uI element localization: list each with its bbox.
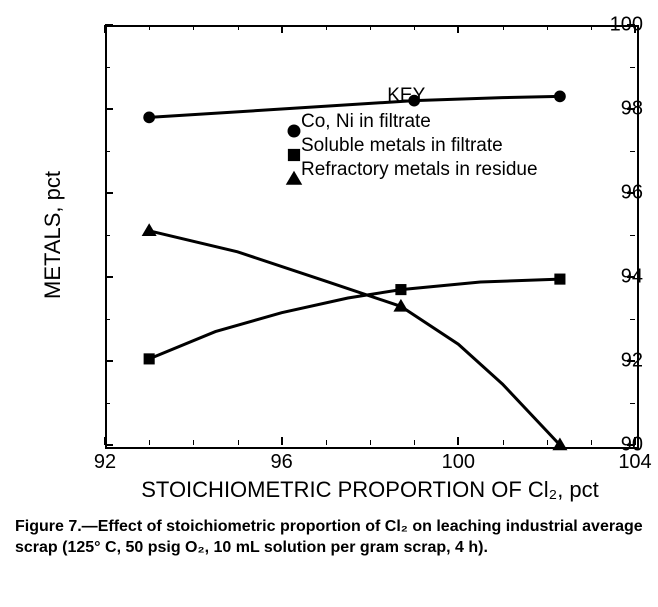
xtick-label: 92: [94, 451, 116, 474]
xtick-label: 104: [618, 451, 651, 474]
legend-label: Refractory metals in residue: [301, 159, 538, 181]
x-axis-label: STOICHIOMETRIC PROPORTION OF Cl₂, pct: [141, 477, 599, 503]
series-marker: [554, 274, 565, 285]
series-marker: [143, 112, 155, 124]
series-marker: [395, 284, 406, 295]
legend-label: Soluble metals in filtrate: [301, 135, 503, 157]
legend-title: KEY: [275, 85, 538, 107]
plot-svg: [15, 15, 655, 465]
caption-text: Effect of stoichiometric proportion of C…: [15, 518, 643, 556]
legend-label: Co, Ni in filtrate: [301, 111, 431, 133]
xtick-label: 100: [442, 451, 475, 474]
legend-item: Co, Ni in filtrate: [275, 111, 538, 133]
legend-item: Soluble metals in filtrate: [275, 135, 538, 157]
figure-caption: Figure 7.—Effect of stoichiometric propo…: [15, 517, 643, 559]
series-marker: [144, 353, 155, 364]
xtick-label: 96: [271, 451, 293, 474]
caption-prefix: Figure 7.—: [15, 518, 98, 535]
legend-item: Refractory metals in residue: [275, 159, 538, 181]
chart-container: 9092949698100 9296100104 METALS, pct STO…: [15, 15, 643, 592]
series-line: [149, 231, 560, 445]
series-marker: [142, 223, 157, 236]
legend: KEY Co, Ni in filtrateSoluble metals in …: [275, 85, 538, 183]
y-axis-label: METALS, pct: [40, 171, 66, 299]
